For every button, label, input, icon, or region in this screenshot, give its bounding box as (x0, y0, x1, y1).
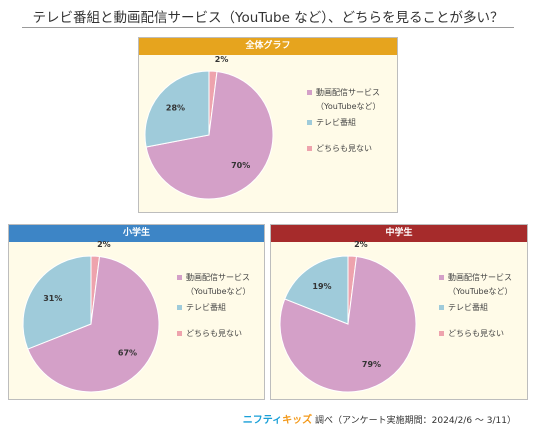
legend-label-neither: どちらも見ない (186, 329, 242, 338)
legend-label-neither: どちらも見ない (448, 329, 504, 338)
pie-label-neither: 2% (215, 55, 229, 64)
pie-label-tv: 31% (43, 294, 62, 303)
logo-text-a: ニフティ (242, 415, 283, 426)
footer-credit: ニフティキッズ 調べ（アンケート実施期間：2024/2/6 ～ 3/11） (243, 411, 516, 426)
legend-swatch-video (307, 90, 312, 95)
survey-period: 調べ（アンケート実施期間：2024/2/6 ～ 3/11） (315, 416, 516, 426)
pie-label-video: 79% (362, 360, 381, 369)
pie-label-neither: 2% (354, 240, 368, 249)
page-title: テレビ番組と動画配信サービス（YouTube など）、どちらを見ることが多い？ (32, 10, 504, 26)
legend-swatch-tv (177, 305, 182, 310)
title-divider (22, 27, 514, 28)
legend-label-video: （YouTubeなど） (448, 287, 513, 296)
logo-text-b: キッズ (282, 415, 313, 426)
pie-slice-tv (284, 255, 349, 325)
panel-overall-header: 全体グラフ (139, 38, 397, 55)
legend-swatch-neither (439, 331, 444, 336)
panel-elementary: 小学生 2% 67% 31% 動画配信サービス （YouTubeなど） テレビ番組どちらも… (8, 224, 265, 400)
legend-swatch-neither (177, 331, 182, 336)
legend-label-video: 動画配信サービス (316, 87, 380, 97)
pie-label-tv: 19% (312, 282, 331, 291)
pie-slice-tv (22, 255, 92, 350)
legend-label-tv: テレビ番組 (186, 302, 226, 312)
pie-slice-video (145, 70, 274, 200)
legend-swatch-tv (307, 120, 312, 125)
brand-logo: ニフティキッズ (243, 415, 312, 426)
panel-junior-high-header: 中学生 (271, 225, 527, 242)
legend-label-video: 動画配信サービス (448, 272, 512, 282)
panel-junior-high: 中学生 2% 79% 19% 動画配信サービス （YouTubeなど） テレビ番組どちらも… (270, 224, 528, 400)
legend-label-tv: テレビ番組 (316, 117, 356, 127)
legend-label-neither: どちらも見ない (316, 144, 372, 153)
pie-label-tv: 28% (166, 103, 185, 112)
legend-label-video: （YouTubeなど） (316, 102, 381, 111)
legend-swatch-tv (439, 305, 444, 310)
legend-swatch-neither (307, 146, 312, 151)
pie-slice-tv (144, 70, 210, 148)
pie-label-video: 70% (231, 161, 250, 170)
panel-elementary-header: 小学生 (9, 225, 264, 242)
legend-label-tv: テレビ番組 (448, 302, 488, 312)
legend-label-video: 動画配信サービス (186, 272, 250, 282)
pie-label-neither: 2% (97, 240, 111, 249)
legend-label-video: （YouTubeなど） (186, 287, 251, 296)
panel-overall: 全体グラフ 2% 70% 28% 動画配信サービス （YouTubeなど） テレビ番組どち… (138, 37, 398, 213)
legend-swatch-video (439, 275, 444, 280)
legend-swatch-video (177, 275, 182, 280)
pie-label-video: 67% (118, 348, 137, 357)
pie-slice-video (27, 255, 160, 393)
